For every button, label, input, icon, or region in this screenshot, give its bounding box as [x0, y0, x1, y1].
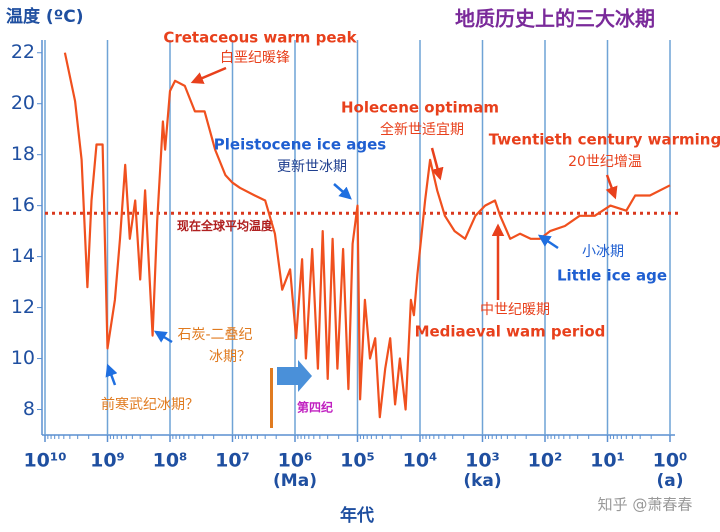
annotation: 小冰期 [582, 244, 624, 260]
x-tick-label: 10⁹ [90, 450, 125, 472]
annotation: 前寒武纪冰期？ [101, 396, 199, 413]
annotation: Cretaceous warm peak [163, 29, 357, 47]
annotation: 更新世冰期 [277, 159, 347, 175]
y-axis-label: 温度 (ºC) [6, 6, 84, 27]
y-tick-label: 8 [23, 398, 35, 420]
x-axis-label: 年代 [340, 505, 374, 526]
reference-label: 现在全球平均温度 [177, 218, 274, 233]
annotation: Twentieth century warming [489, 131, 720, 149]
x-unit-label: (ka) [463, 471, 501, 491]
x-tick-label: 10⁰ [653, 450, 688, 472]
chart-title: 地质历史上的三大冰期 [455, 7, 655, 31]
y-tick-label: 20 [11, 92, 35, 114]
annotation: 第四纪 [297, 400, 333, 415]
annotation: 白垩纪暖锋 [220, 50, 290, 66]
annotation: 石炭-二叠纪 [177, 327, 252, 343]
annotation: 冰期？ [209, 349, 251, 365]
annotation: Pleistocene ice ages [214, 136, 386, 154]
y-tick-label: 22 [11, 41, 35, 63]
annotation: 20世纪增温 [568, 154, 642, 170]
annotation: 中世纪暖期 [480, 302, 550, 318]
arrow [430, 147, 444, 181]
arrow [190, 66, 227, 84]
x-tick-label: 10¹ [590, 450, 625, 472]
x-tick-label: 10³ [465, 450, 500, 472]
x-unit-label: (a) [656, 471, 683, 491]
y-tick-label: 10 [11, 347, 35, 369]
temperature-line [63, 52, 671, 419]
arrow [105, 363, 118, 386]
annotation: Holecene optimam [341, 99, 499, 117]
watermark: 知乎 @萧春春 [598, 496, 693, 514]
annotation: 全新世适宜期 [380, 121, 464, 138]
x-tick-label: 10⁷ [215, 450, 250, 472]
x-tick-label: 10⁸ [153, 450, 188, 472]
arrow [153, 330, 173, 344]
x-tick-label: 10² [528, 450, 563, 472]
x-tick-label: 10⁴ [403, 450, 438, 472]
arrow [537, 234, 559, 250]
x-tick-label: 10⁵ [340, 450, 375, 472]
x-unit-label: (Ma) [273, 471, 317, 491]
arrow [605, 174, 618, 200]
quaternary-bar [270, 368, 273, 428]
y-tick-label: 12 [11, 296, 35, 318]
arrow [333, 183, 352, 200]
y-tick-label: 14 [11, 245, 35, 267]
y-tick-label: 16 [11, 194, 35, 216]
annotation: Mediaeval wam period [415, 323, 606, 341]
arrows [105, 66, 618, 386]
x-tick-label: 10¹⁰ [23, 450, 66, 472]
quaternary-arrow [277, 360, 312, 392]
y-tick-label: 18 [11, 143, 35, 165]
x-tick-label: 10⁶ [278, 450, 313, 472]
annotation: Little ice age [557, 267, 667, 285]
